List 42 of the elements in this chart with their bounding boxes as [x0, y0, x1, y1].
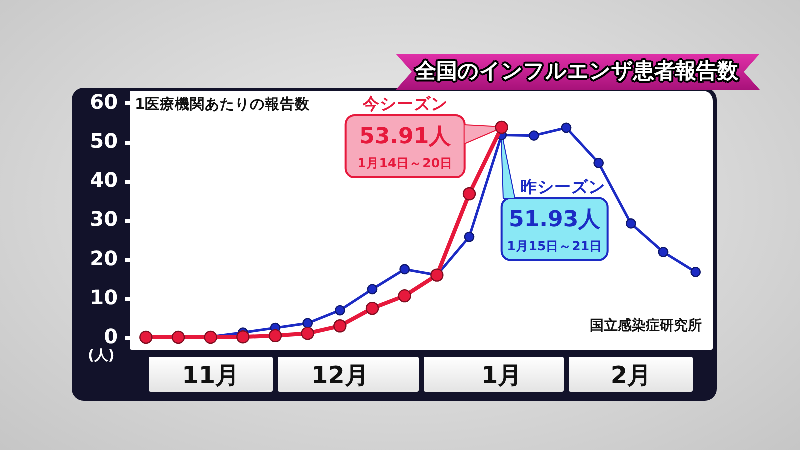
series-label: 昨シーズン [520, 177, 606, 196]
point [464, 232, 475, 242]
point [302, 318, 314, 329]
point [366, 302, 380, 316]
y-axis-title: (人) [88, 347, 115, 365]
y-tick-label: 10 [90, 285, 118, 310]
x-tick-label: 1月 [481, 362, 522, 390]
x-tick-label: 11月 [182, 362, 240, 390]
point [236, 330, 250, 344]
y-tick-label: 30 [90, 207, 118, 232]
annotation: 国立感染症研究所 [590, 317, 702, 335]
y-tick-label: 40 [90, 168, 118, 192]
x-tick-label: 2月 [610, 362, 652, 390]
point [367, 284, 378, 295]
y-tick-label: 50 [90, 129, 118, 154]
text: 今シーズン [362, 94, 448, 114]
point [690, 267, 702, 278]
y-tick-label: 20 [90, 246, 118, 270]
annotation: 1月15日～21日 [507, 238, 603, 254]
x-tick-label: 12月 [311, 362, 369, 390]
point [658, 247, 669, 258]
point [301, 326, 314, 340]
chart-subtitle: 1医療機関あたりの報告数 [135, 96, 310, 114]
point [528, 130, 540, 141]
point [594, 158, 604, 168]
data-label: 51.93人 [509, 207, 602, 232]
point [626, 218, 636, 229]
point [462, 187, 476, 201]
annotation: 1月14日～20日 [358, 156, 454, 171]
point [172, 330, 186, 344]
point [140, 330, 153, 344]
data-label: 53.91人 [360, 124, 452, 150]
point [561, 122, 572, 134]
chart-title: 全国のインフルエンザ患者報告数 [414, 58, 740, 85]
point [334, 320, 347, 333]
y-tick-label: 0 [104, 324, 118, 348]
point [495, 120, 508, 134]
point [334, 305, 346, 316]
point [398, 289, 412, 303]
point [268, 329, 282, 343]
point [400, 264, 410, 275]
y-tick-label: 60 [90, 90, 118, 114]
